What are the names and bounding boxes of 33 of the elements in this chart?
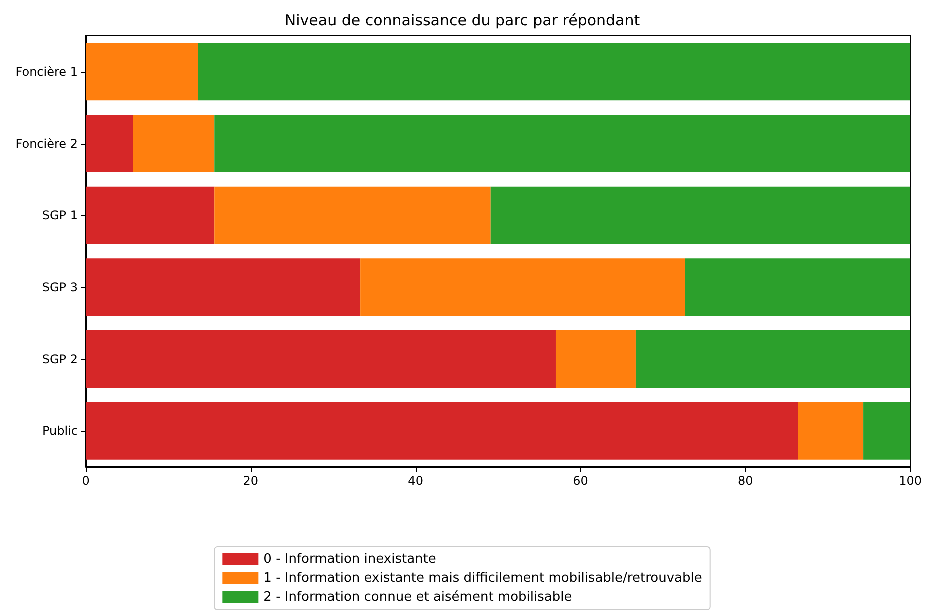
- legend-label: 0 - Information inexistante: [264, 552, 436, 567]
- bar: [86, 186, 215, 244]
- y-tick-label: SGP 2: [42, 352, 78, 366]
- bar: [86, 330, 556, 388]
- bar: [490, 186, 911, 244]
- y-tick-label: SGP 1: [42, 208, 78, 223]
- y-tick-label: Foncière 1: [16, 64, 78, 79]
- legend-label: 2 - Information connue et aisément mobilisable: [264, 590, 572, 605]
- bar: [214, 186, 491, 244]
- bar: [864, 402, 911, 460]
- bar: [214, 115, 911, 172]
- bar: [86, 258, 361, 316]
- x-tick-label: 40: [408, 474, 424, 488]
- bar: [86, 402, 798, 460]
- y-tick-label: Public: [42, 424, 78, 438]
- bar: [636, 330, 911, 388]
- x-tick-label: 20: [243, 474, 259, 488]
- x-tick-label: 60: [573, 474, 588, 488]
- bar: [556, 330, 636, 388]
- chart-title: Niveau de connaissance du parc par répondant: [284, 12, 640, 30]
- bar: [133, 115, 215, 172]
- bar: [360, 258, 686, 316]
- x-tick-label: 0: [82, 474, 90, 488]
- x-tick-label: 100: [899, 474, 922, 488]
- y-tick-label: Foncière 2: [16, 136, 78, 151]
- y-tick-label: SGP 3: [42, 280, 78, 294]
- legend-label: 1 - Information existante mais difficilement mobilisable/retrouvable: [264, 571, 702, 586]
- bar: [86, 115, 133, 172]
- bar: [198, 43, 911, 101]
- bar: [86, 43, 198, 101]
- x-tick-label: 80: [738, 474, 754, 488]
- bar: [798, 402, 864, 460]
- bar: [685, 258, 911, 316]
